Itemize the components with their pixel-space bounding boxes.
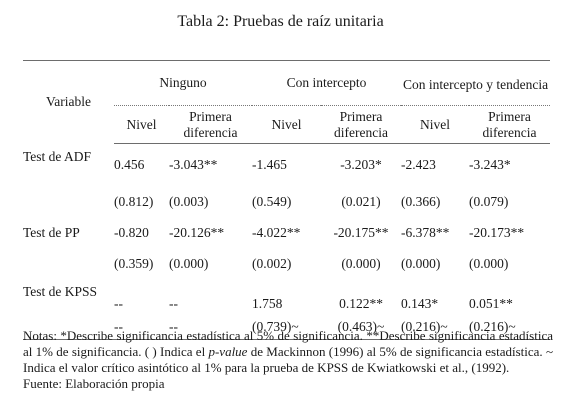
- pvalue-cell: (0.000): [341, 256, 381, 271]
- header-primera-diferencia: Primera diferencia: [169, 105, 252, 144]
- pvalue-cell: (0.463)~: [321, 315, 402, 340]
- stat-cell: -4.022**: [252, 224, 301, 240]
- pvalue-cell: (0.000): [401, 256, 441, 271]
- stat-cell: -20.173**: [469, 224, 525, 240]
- pvalue-cell: (0.079): [469, 193, 509, 209]
- pvalue-cell: (0.002): [252, 256, 292, 271]
- stat-cell: -20.126**: [169, 224, 225, 240]
- header-con-intercepto-tendencia: Con intercepto y tendencia: [401, 60, 551, 106]
- table-title: Tabla 2: Pruebas de raíz unitaria: [177, 13, 384, 30]
- table-row: Test de KPSS -- -- 1.758 0.122** 0.143* …: [23, 280, 550, 316]
- header-nivel: Nivel: [114, 105, 169, 144]
- header-con-intercepto: Con intercepto: [252, 60, 402, 106]
- pvalue-cell: (0.812): [114, 193, 154, 209]
- notes-text: Notas: *Describe significancia estadísti…: [23, 328, 553, 376]
- header-primera-diferencia: Primera diferencia: [321, 105, 402, 144]
- table-row: (0.812) (0.003) (0.549) (0.021) (0.366) …: [23, 187, 550, 217]
- source-note: Fuente: Elaboración propia: [23, 376, 165, 391]
- stat-cell: -6.378**: [401, 224, 450, 240]
- header-variable: Variable: [23, 60, 114, 144]
- header-nivel: Nivel: [401, 105, 470, 144]
- pvalue-cell: (0.000): [469, 256, 509, 271]
- pvalue-cell: (0.000): [169, 256, 209, 271]
- stat-cell: 0.143*: [401, 295, 439, 311]
- header-ninguno: Ninguno: [114, 60, 252, 106]
- pvalue-cell: --: [114, 315, 169, 340]
- table-row: (0.359) (0.000) (0.002) (0.000) (0.000) …: [23, 249, 550, 280]
- stat-cell: -20.175**: [333, 224, 389, 240]
- table-notes: Notas: *Describe significancia estadísti…: [23, 328, 553, 392]
- stat-cell: -3.243*: [469, 157, 511, 173]
- table-row: Test de PP -0.820 -20.126** -4.022** -20…: [23, 217, 550, 249]
- header-primera-diferencia: Primera diferencia: [469, 105, 551, 144]
- pvalue-cell: (0.021): [341, 193, 381, 209]
- stat-cell: -1.465: [252, 157, 287, 173]
- stat-cell: 1.758: [252, 295, 283, 311]
- stat-cell: -3.203*: [340, 157, 382, 173]
- notes-part-2: de Mackinnon (1996) al 5% de significanc…: [23, 344, 553, 375]
- pvalue-cell: --: [169, 315, 252, 340]
- pvalue-cell: (0.549): [252, 193, 292, 209]
- stat-cell: 0.122**: [339, 295, 383, 311]
- pvalue-cell: (0.359): [114, 256, 154, 271]
- row-label: Test de PP: [23, 224, 80, 240]
- stat-cell: -0.820: [114, 224, 149, 240]
- notes-part-1: Notas: *Describe significancia estadísti…: [23, 328, 553, 359]
- row-label: Test de ADF: [23, 148, 92, 164]
- unit-root-tests-table: Variable Ninguno Con intercepto Con inte…: [23, 60, 551, 340]
- stat-cell: --: [114, 295, 123, 311]
- table-row: -- -- (0.739)~ (0.463)~ (0.216)~ (0.216)…: [23, 315, 551, 340]
- stat-cell: -2.423: [401, 157, 436, 173]
- pvalue-cell: (0.003): [169, 193, 209, 209]
- stat-cell: --: [169, 295, 178, 311]
- pvalue-cell: (0.216)~: [469, 315, 551, 340]
- pvalue-cell: (0.739)~: [252, 315, 321, 340]
- stat-cell: -3.043**: [169, 157, 218, 173]
- header-nivel: Nivel: [252, 105, 321, 144]
- pvalue-cell: (0.216)~: [401, 315, 470, 340]
- row-label: Test de KPSS: [23, 283, 98, 299]
- stat-cell: 0.456: [114, 157, 145, 173]
- pvalue-cell: (0.366): [401, 193, 441, 209]
- notes-pvalue-term: p-value: [208, 344, 248, 359]
- stat-cell: 0.051**: [469, 295, 513, 311]
- table-row: Test de ADF 0.456 -3.043** -1.465 -3.203…: [23, 144, 550, 187]
